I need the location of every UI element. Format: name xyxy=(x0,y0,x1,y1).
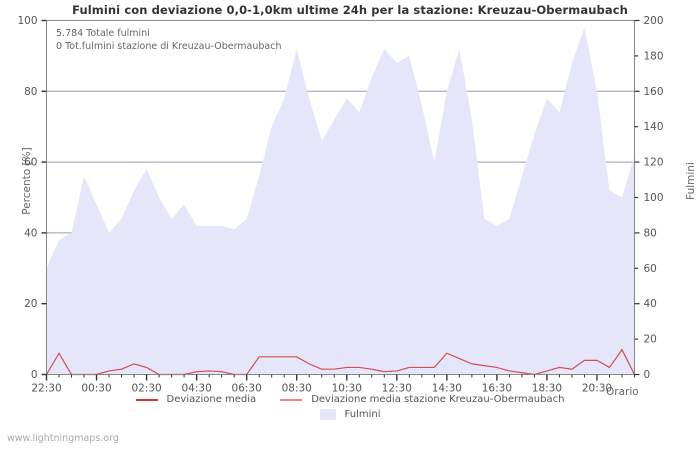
svg-text:06:30: 06:30 xyxy=(232,383,262,395)
svg-text:04:30: 04:30 xyxy=(181,383,211,395)
fulmini-area-series xyxy=(46,27,635,375)
svg-text:120: 120 xyxy=(644,157,664,169)
svg-text:140: 140 xyxy=(644,121,664,133)
svg-text:80: 80 xyxy=(644,227,657,239)
svg-text:60: 60 xyxy=(644,263,657,275)
deviazione-media-line-series xyxy=(45,348,636,376)
svg-text:80: 80 xyxy=(24,86,37,98)
legend-item-fulmini[interactable]: Fulmini xyxy=(319,408,381,421)
svg-text:40: 40 xyxy=(644,298,657,310)
svg-text:18:30: 18:30 xyxy=(532,383,562,395)
svg-text:20: 20 xyxy=(24,298,37,310)
legend-swatch-deviazione-media-stazione xyxy=(280,398,303,401)
legend-swatch-deviazione-media xyxy=(135,398,158,401)
legend-label-fulmini: Fulmini xyxy=(344,408,381,420)
legend-item-deviazione-media-stazione[interactable]: Deviazione media stazione Kreuzau-Oberma… xyxy=(280,394,564,406)
left-axis-ticks: 0 20 40 60 80 100 xyxy=(17,15,47,381)
legend-row-2: Fulmini xyxy=(0,407,700,422)
annotation-total-lightning: 5.784 Totale fulmini xyxy=(56,28,150,39)
legend-row-1: Deviazione media Deviazione media stazio… xyxy=(0,392,700,407)
svg-text:00:30: 00:30 xyxy=(81,383,111,395)
chart-title: Fulmini con deviazione 0,0-1,0km ultime … xyxy=(72,3,628,17)
svg-text:22:30: 22:30 xyxy=(31,383,61,395)
svg-text:0: 0 xyxy=(644,369,651,381)
svg-text:08:30: 08:30 xyxy=(282,383,312,395)
svg-text:14:30: 14:30 xyxy=(432,383,462,395)
svg-text:0: 0 xyxy=(31,369,38,381)
watermark: www.lightningmaps.org xyxy=(7,433,119,444)
svg-text:40: 40 xyxy=(24,227,37,239)
legend-item-deviazione-media[interactable]: Deviazione media xyxy=(135,393,257,406)
svg-text:20: 20 xyxy=(644,334,657,346)
svg-text:100: 100 xyxy=(17,15,37,27)
annotations: 5.784 Totale fulmini 0 Tot.fulmini stazi… xyxy=(56,28,282,52)
chart-legend: Deviazione media Deviazione media stazio… xyxy=(0,392,700,422)
svg-text:12:30: 12:30 xyxy=(382,383,412,395)
svg-text:02:30: 02:30 xyxy=(131,383,161,395)
svg-text:180: 180 xyxy=(644,50,664,62)
svg-text:16:30: 16:30 xyxy=(482,383,512,395)
annotation-station-total: 0 Tot.fulmini stazione di Kreuzau-Oberma… xyxy=(56,41,282,52)
right-axis-ticks: 0 20 40 60 80 100 120 140 160 180 200 xyxy=(634,15,664,381)
svg-text:100: 100 xyxy=(644,192,664,204)
legend-swatch-fulmini xyxy=(319,409,336,420)
x-axis-title: Orario xyxy=(606,386,639,398)
legend-label-deviazione-media-stazione: Deviazione media stazione Kreuzau-Oberma… xyxy=(311,393,565,405)
svg-text:20:30: 20:30 xyxy=(582,383,612,395)
svg-text:200: 200 xyxy=(644,15,664,27)
x-axis-ticks: 22:30 00:30 02:30 04:30 06:30 08:30 10:30 12:30… xyxy=(31,374,635,395)
svg-text:160: 160 xyxy=(644,86,664,98)
legend-label-deviazione-media: Deviazione media xyxy=(166,393,257,405)
svg-text:10:30: 10:30 xyxy=(332,383,362,395)
svg-text:60: 60 xyxy=(24,157,37,169)
